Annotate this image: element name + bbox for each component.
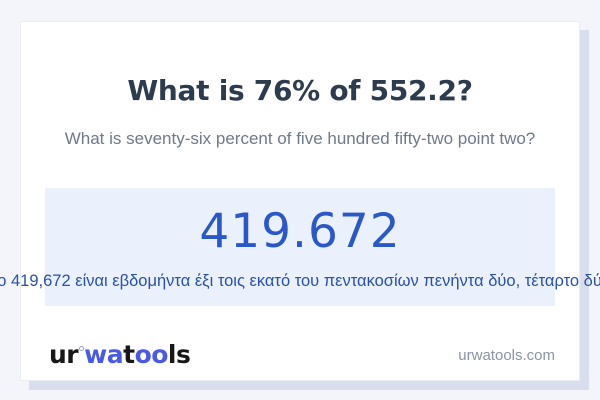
logo-text-ls: ls [167, 339, 191, 369]
logo-text-oo: oo [134, 339, 169, 369]
answer-value: 419.672 [199, 204, 401, 259]
logo-text-t: t [123, 339, 135, 369]
page-title: What is 76% of 552.2? [127, 74, 473, 107]
logo-text-ur: ur [49, 339, 79, 369]
logo-ring-icon [79, 345, 85, 351]
page-subtitle: What is seventy-six percent of five hund… [64, 129, 536, 148]
logo-text-wa: wa [84, 339, 124, 369]
answer-box: 419.672 [45, 188, 555, 306]
answer-caption-greek: Το 419,672 είναι εβδομήντα έξι τοις εκατ… [0, 272, 600, 290]
site-domain: urwatools.com [458, 347, 555, 364]
card-footer: ur watools urwatools.com [49, 339, 555, 369]
urwatools-logo[interactable]: ur watools [49, 339, 191, 369]
calculator-result-card: What is 76% of 552.2? What is seventy-si… [20, 21, 580, 381]
